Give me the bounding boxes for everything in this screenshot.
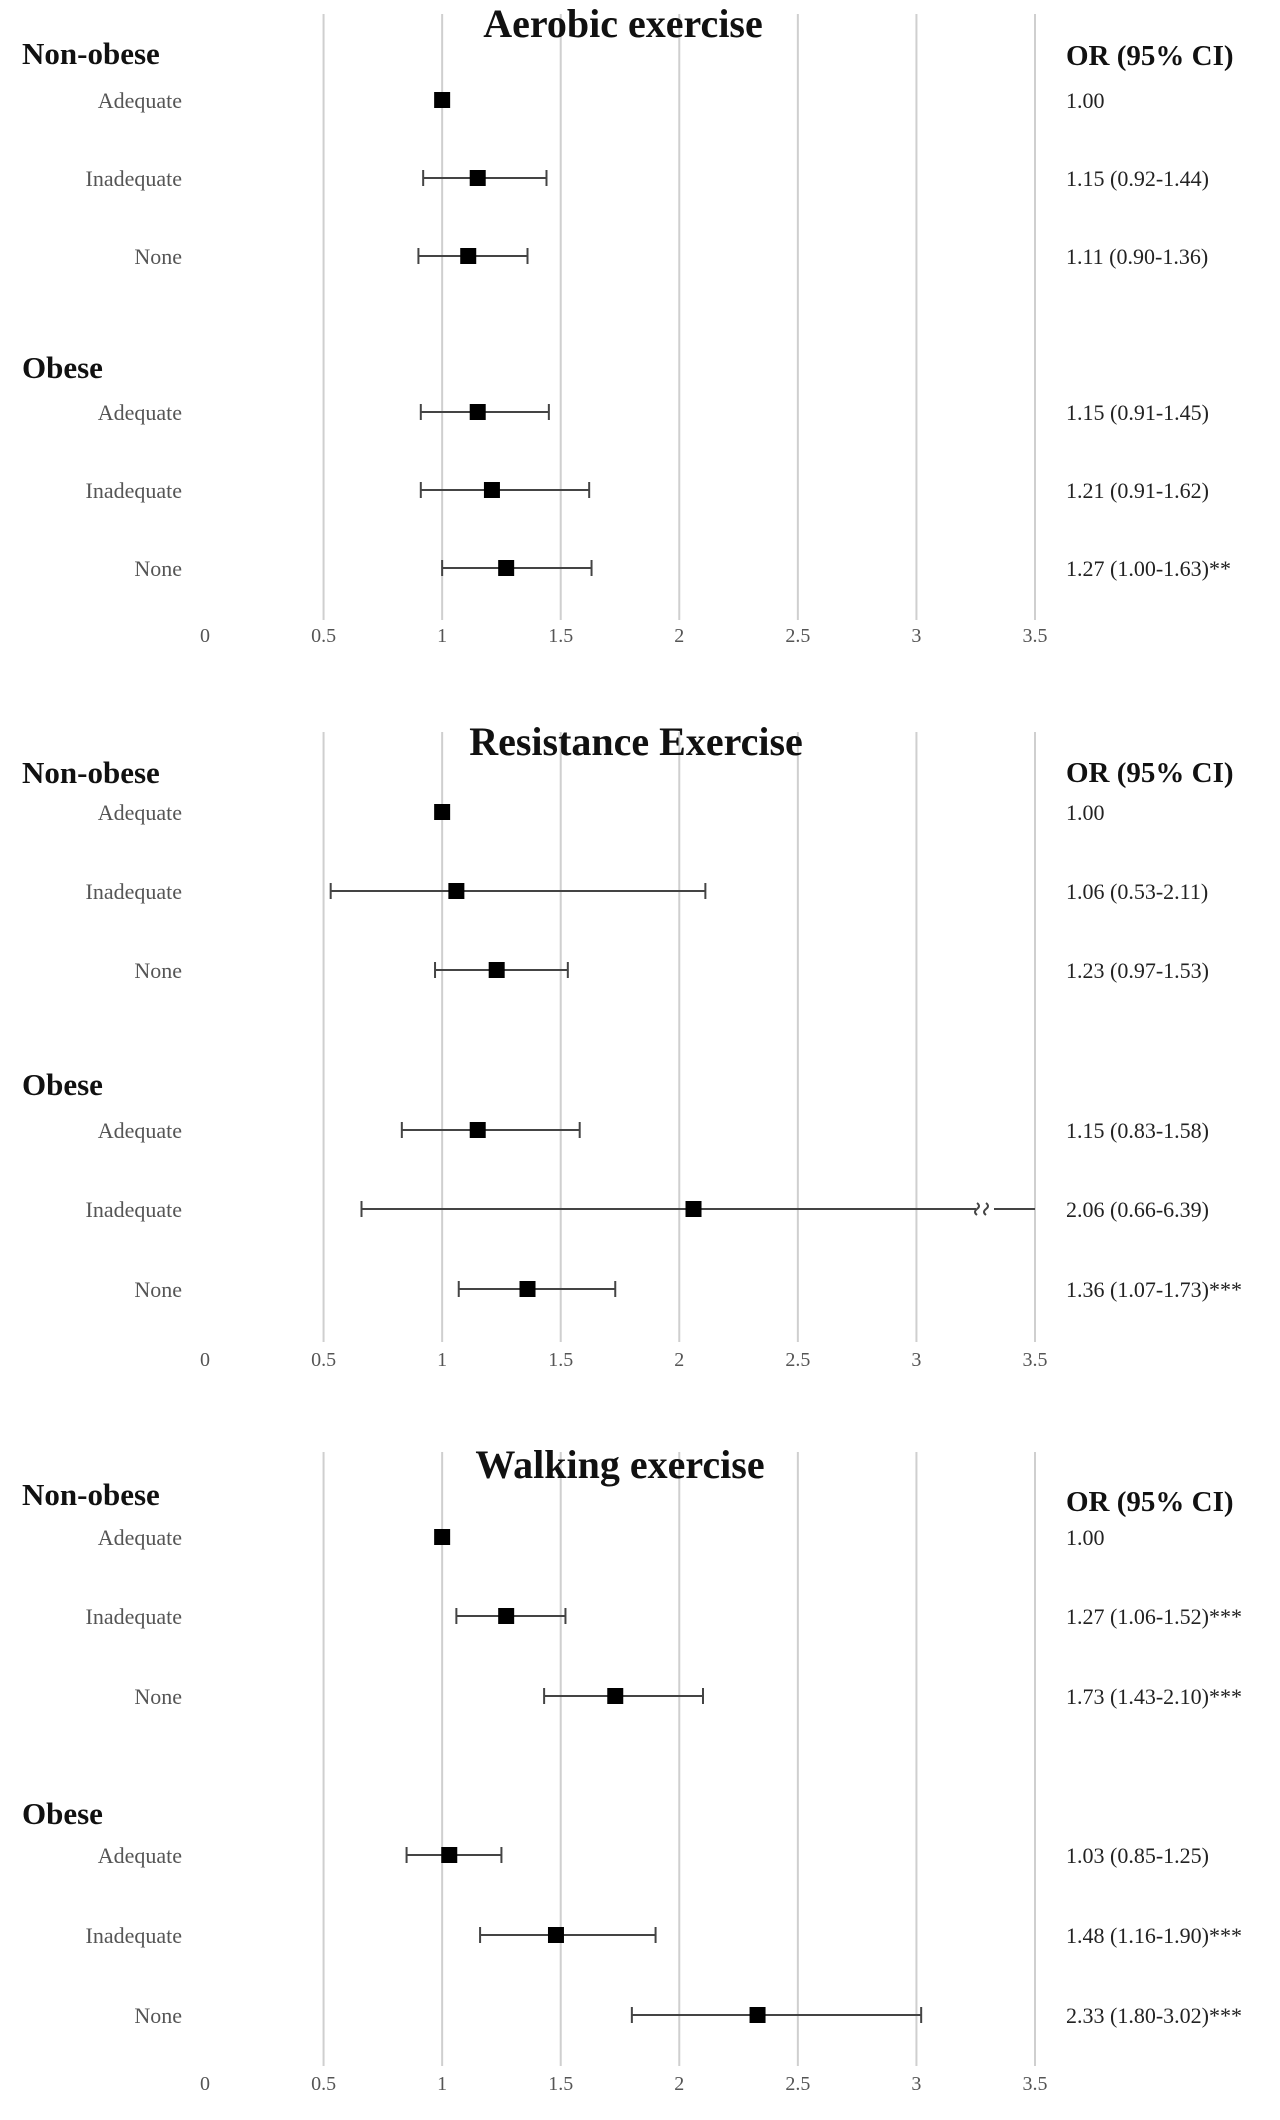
or-value-text: 1.00	[1066, 800, 1105, 825]
axis-break-icon	[974, 1202, 989, 1216]
or-value-text: 2.33 (1.80-3.02)***	[1066, 2003, 1242, 2028]
or-value-text: 2.06 (0.66-6.39)	[1066, 1197, 1209, 1222]
x-tick-label: 2	[674, 2073, 684, 2095]
row-label: Adequate	[98, 800, 182, 825]
group-header: Non-obese	[22, 1477, 160, 1512]
or-marker	[607, 1688, 624, 1704]
x-tick-label: 2.5	[785, 1349, 810, 1371]
or-value-text: 1.73 (1.43-2.10)***	[1066, 1684, 1242, 1709]
row-label: Adequate	[98, 88, 182, 113]
or-value-text: 1.03 (0.85-1.25)	[1066, 1843, 1209, 1868]
or-value-text: 1.00	[1066, 88, 1105, 113]
or-value-text: 1.21 (0.91-1.62)	[1066, 478, 1209, 503]
x-tick-label: 3.5	[1023, 1349, 1048, 1371]
or-value-text: 1.48 (1.16-1.90)***	[1066, 1923, 1242, 1948]
row-label: None	[134, 556, 182, 581]
x-tick-label: 3.5	[1023, 2073, 1048, 2095]
or-value-text: 1.11 (0.90-1.36)	[1066, 244, 1208, 269]
panel-title: Walking exercise	[475, 1442, 764, 1487]
row-label: None	[134, 958, 182, 983]
or-marker	[434, 804, 451, 820]
row-label: Inadequate	[86, 1923, 183, 1948]
or-column-header: OR (95% CI)	[1066, 40, 1234, 72]
row-label: Inadequate	[86, 879, 183, 904]
or-marker	[749, 2007, 766, 2023]
or-marker	[547, 1927, 564, 1943]
x-tick-label: 2	[674, 625, 684, 647]
x-tick-label: 1.5	[548, 625, 573, 647]
or-marker	[448, 883, 465, 899]
x-tick-label: 0.5	[311, 625, 336, 647]
x-tick-label: 2.5	[785, 2073, 810, 2095]
row-label: None	[134, 1277, 182, 1302]
or-marker	[498, 560, 515, 576]
or-marker	[483, 482, 500, 498]
or-value-text: 1.15 (0.91-1.45)	[1066, 400, 1209, 425]
group-header: Obese	[22, 1796, 103, 1831]
or-marker	[434, 1529, 451, 1545]
row-label: None	[134, 1684, 182, 1709]
x-tick-label: 3	[911, 1349, 921, 1371]
or-marker	[469, 170, 486, 186]
x-tick-label: 1	[437, 2073, 447, 2095]
row-label: Inadequate	[86, 166, 183, 191]
x-tick-label: 3	[911, 2073, 921, 2095]
x-tick-label: 1.5	[548, 1349, 573, 1371]
row-label: Adequate	[98, 1118, 182, 1143]
row-label: Inadequate	[86, 478, 183, 503]
x-tick-label: 3.5	[1023, 625, 1048, 647]
x-tick-label: 2.5	[785, 625, 810, 647]
or-value-text: 1.27 (1.06-1.52)***	[1066, 1604, 1242, 1629]
group-header: Non-obese	[22, 36, 160, 71]
or-value-text: 1.15 (0.92-1.44)	[1066, 166, 1209, 191]
row-label: None	[134, 2003, 182, 2028]
x-tick-label: 0	[200, 1349, 210, 1371]
or-marker	[519, 1281, 536, 1297]
x-tick-label: 0.5	[311, 2073, 336, 2095]
row-label: Adequate	[98, 1525, 182, 1550]
row-label: Inadequate	[86, 1604, 183, 1629]
x-tick-label: 1	[437, 625, 447, 647]
or-column-header: OR (95% CI)	[1066, 1486, 1234, 1518]
or-marker	[434, 92, 451, 108]
x-tick-label: 0	[200, 2073, 210, 2095]
or-value-text: 1.06 (0.53-2.11)	[1066, 879, 1208, 904]
or-value-text: 1.27 (1.00-1.63)**	[1066, 556, 1231, 581]
or-marker	[488, 962, 505, 978]
group-header: Non-obese	[22, 755, 160, 790]
row-label: Adequate	[98, 1843, 182, 1868]
x-tick-label: 2	[674, 1349, 684, 1371]
x-tick-label: 0	[200, 625, 210, 647]
x-tick-label: 1	[437, 1349, 447, 1371]
or-marker	[685, 1201, 702, 1217]
or-marker	[441, 1847, 458, 1863]
or-column-header: OR (95% CI)	[1066, 757, 1234, 789]
row-label: Adequate	[98, 400, 182, 425]
or-marker	[460, 248, 477, 264]
group-header: Obese	[22, 1067, 103, 1102]
or-value-text: 1.23 (0.97-1.53)	[1066, 958, 1209, 983]
x-tick-label: 1.5	[548, 2073, 573, 2095]
or-marker	[469, 404, 486, 420]
x-tick-label: 3	[911, 625, 921, 647]
or-marker	[498, 1608, 515, 1624]
group-header: Obese	[22, 350, 103, 385]
panel-title: Aerobic exercise	[483, 1, 763, 46]
or-value-text: 1.15 (0.83-1.58)	[1066, 1118, 1209, 1143]
row-label: None	[134, 244, 182, 269]
or-value-text: 1.36 (1.07-1.73)***	[1066, 1277, 1242, 1302]
or-value-text: 1.00	[1066, 1525, 1105, 1550]
or-marker	[469, 1122, 486, 1138]
x-tick-label: 0.5	[311, 1349, 336, 1371]
row-label: Inadequate	[86, 1197, 183, 1222]
panel-title: Resistance Exercise	[469, 719, 803, 764]
